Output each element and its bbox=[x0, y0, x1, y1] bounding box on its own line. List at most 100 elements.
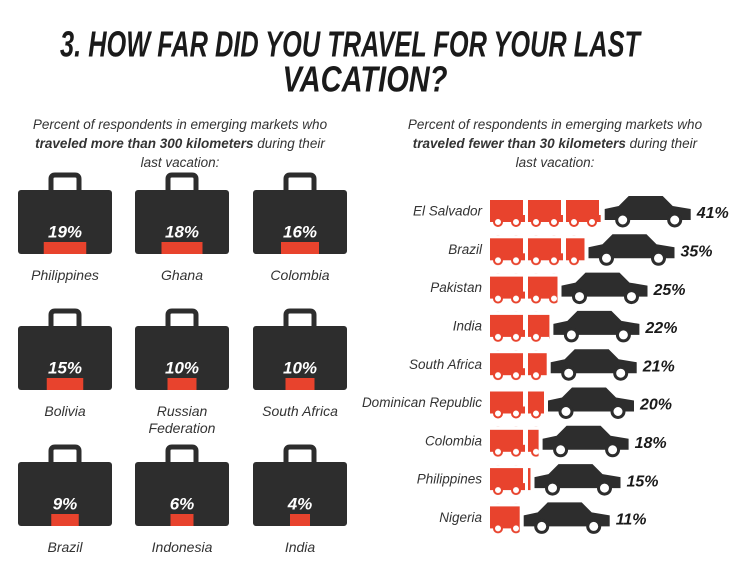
value-label: 19% bbox=[48, 222, 82, 241]
suitcase-handle bbox=[165, 172, 199, 190]
bar bbox=[290, 514, 310, 526]
category-label: India bbox=[284, 539, 316, 555]
subtitle-part: traveled fewer than 30 kilometers bbox=[412, 136, 626, 151]
value-label: 22% bbox=[644, 320, 677, 337]
title-line: 3. HOW FAR DID YOU TRAVEL FOR YOUR LAST bbox=[60, 24, 642, 65]
suitcase-handle bbox=[165, 308, 199, 326]
car-wheel bbox=[534, 518, 550, 534]
category-label: South Africa bbox=[262, 403, 338, 419]
car-wheel bbox=[613, 365, 629, 381]
bar bbox=[490, 197, 601, 227]
value-label: 9% bbox=[53, 494, 78, 513]
category-label: Brazil bbox=[47, 539, 83, 555]
category-label: Dominican Republic bbox=[362, 395, 482, 410]
subtitle-part: during their last vacation: bbox=[140, 136, 325, 170]
suitcase bbox=[253, 326, 347, 390]
value-label: 15% bbox=[627, 473, 659, 490]
category-label: Colombia bbox=[270, 267, 330, 283]
suitcase bbox=[253, 462, 347, 526]
category-label: Philippines bbox=[417, 472, 483, 487]
suitcase bbox=[135, 326, 229, 390]
value-label: 41% bbox=[696, 205, 729, 222]
bar bbox=[285, 378, 315, 390]
car-wheel bbox=[599, 250, 614, 266]
category-label: El Salvador bbox=[413, 204, 483, 219]
bar bbox=[167, 378, 197, 390]
subtitle-part: Percent of respondents in emerging marke… bbox=[32, 117, 328, 132]
bar bbox=[490, 273, 558, 304]
bar bbox=[490, 426, 539, 457]
title-line: VACATION? bbox=[283, 59, 448, 100]
suitcase bbox=[135, 462, 229, 526]
category-label: Russian Federation bbox=[148, 403, 216, 436]
car-wheel bbox=[563, 327, 579, 343]
bar bbox=[490, 311, 550, 342]
category-label: Brazil bbox=[448, 242, 483, 257]
car-wheel bbox=[610, 404, 626, 419]
suitcase-handle bbox=[48, 172, 82, 190]
value-label: 6% bbox=[170, 494, 195, 513]
car-wheel bbox=[667, 212, 683, 228]
value-label: 10% bbox=[283, 358, 317, 377]
subtitle-part: during their last vacation: bbox=[515, 136, 698, 170]
value-label: 16% bbox=[283, 222, 317, 241]
car-wheel bbox=[597, 480, 612, 496]
car-wheel bbox=[561, 365, 577, 381]
car-wheel bbox=[651, 250, 666, 266]
value-label: 4% bbox=[287, 494, 313, 513]
category-label: Pakistan bbox=[430, 280, 482, 295]
suitcase bbox=[18, 326, 112, 390]
subtitle-part: Percent of respondents in emerging marke… bbox=[407, 117, 703, 132]
value-label: 15% bbox=[48, 358, 82, 377]
car-wheel bbox=[572, 289, 587, 305]
suitcase bbox=[135, 190, 229, 254]
suitcase-handle bbox=[48, 308, 82, 326]
value-label: 11% bbox=[616, 512, 647, 529]
bar bbox=[490, 235, 585, 266]
bar bbox=[43, 242, 87, 254]
category-label: Colombia bbox=[425, 433, 483, 448]
category-label: Philippines bbox=[31, 267, 99, 283]
suitcase bbox=[253, 190, 347, 254]
car-wheel bbox=[624, 289, 639, 305]
value-label: 21% bbox=[642, 358, 675, 375]
subtitle-part: traveled more than 300 kilometers bbox=[35, 136, 254, 151]
car-wheel bbox=[553, 442, 569, 458]
value-label: 18% bbox=[635, 435, 667, 452]
suitcase-handle bbox=[48, 444, 82, 462]
bar bbox=[490, 388, 544, 419]
car-wheel bbox=[615, 212, 631, 228]
value-label: 18% bbox=[165, 222, 199, 241]
car-wheel bbox=[545, 480, 560, 496]
bar bbox=[51, 514, 79, 526]
value-label: 25% bbox=[653, 282, 686, 299]
category-label: Indonesia bbox=[151, 539, 213, 555]
category-label: Bolivia bbox=[44, 403, 86, 419]
suitcase-handle bbox=[165, 444, 199, 462]
bar bbox=[490, 503, 520, 534]
bar bbox=[281, 242, 319, 254]
value-label: 20% bbox=[639, 397, 672, 414]
value-label: 10% bbox=[165, 358, 199, 377]
category-label: India bbox=[453, 318, 483, 333]
suitcase-handle bbox=[283, 308, 317, 326]
car-wheel bbox=[615, 327, 631, 343]
suitcase bbox=[18, 462, 112, 526]
suitcase bbox=[18, 190, 112, 254]
car-wheel bbox=[586, 518, 602, 534]
category-label: South Africa bbox=[409, 357, 483, 372]
subtitle: Percent of respondents in emerging marke… bbox=[30, 115, 330, 172]
bar bbox=[170, 514, 194, 526]
bar bbox=[490, 465, 531, 496]
bar bbox=[490, 350, 547, 381]
car-wheel bbox=[605, 442, 621, 458]
suitcase-handle bbox=[283, 172, 317, 190]
category-label: Nigeria bbox=[439, 510, 482, 525]
subtitle: Percent of respondents in emerging marke… bbox=[405, 115, 705, 172]
bar bbox=[161, 242, 203, 254]
value-label: 35% bbox=[681, 244, 713, 261]
car-wheel bbox=[558, 404, 574, 419]
category-label: Ghana bbox=[160, 267, 204, 283]
